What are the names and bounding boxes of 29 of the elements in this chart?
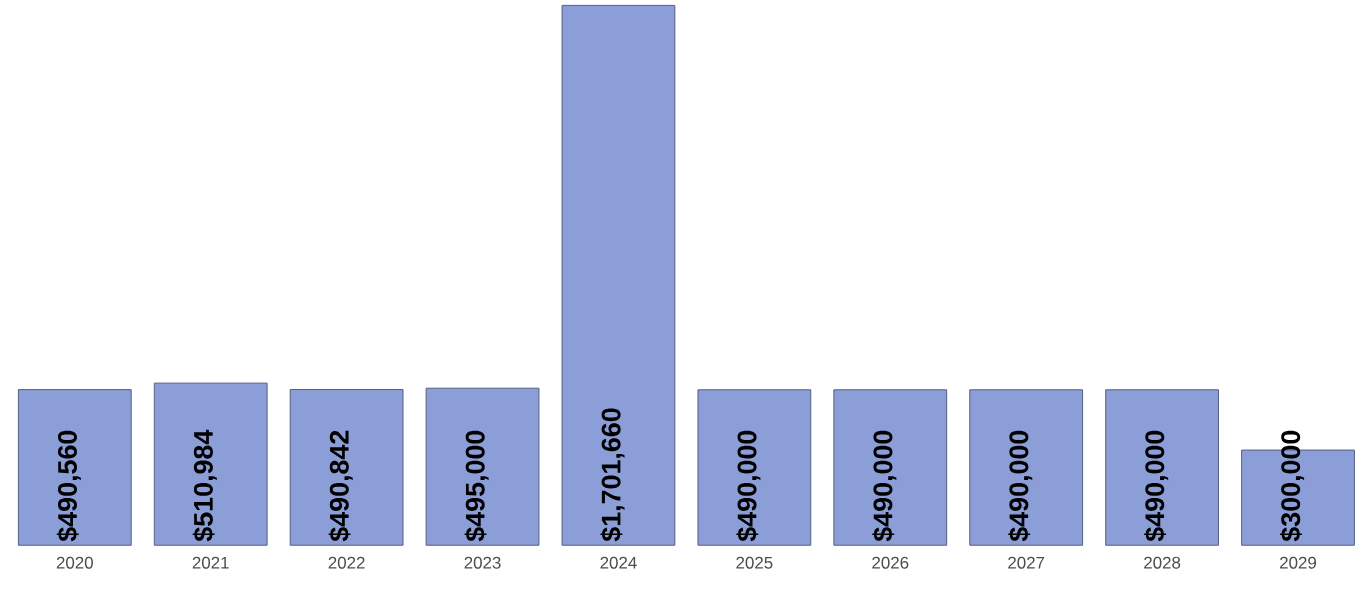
x-tick-label: 2023 [464, 556, 501, 569]
data-label: $1,701,660 [600, 408, 625, 542]
bar [425, 387, 540, 546]
data-label: $490,560 [56, 430, 81, 542]
x-tick-label: 2024 [600, 556, 637, 569]
data-label: $490,000 [1144, 430, 1169, 542]
data-label: $490,000 [1008, 430, 1033, 542]
bar [697, 389, 812, 546]
bar [561, 4, 676, 546]
data-label: $490,000 [736, 430, 761, 542]
data-label: $300,000 [1279, 430, 1305, 542]
bar [289, 389, 404, 546]
bar [1105, 389, 1219, 546]
bar [833, 389, 948, 546]
x-tick-label: 2028 [1144, 556, 1181, 569]
data-label: $490,842 [328, 430, 353, 542]
x-tick-label: 2020 [56, 556, 93, 569]
x-tick-label: 2022 [328, 556, 365, 569]
x-tick-label: 2021 [192, 556, 229, 569]
bar [153, 382, 268, 546]
bar [969, 389, 1084, 546]
data-label: $495,000 [464, 430, 489, 542]
x-tick-label: 2029 [1280, 556, 1317, 569]
x-tick-label: 2027 [1008, 556, 1045, 569]
bar [17, 389, 132, 546]
data-label: $490,000 [872, 430, 897, 542]
x-tick-label: 2025 [736, 556, 773, 569]
x-tick-label: 2026 [872, 556, 909, 569]
data-label: $510,984 [192, 429, 217, 542]
